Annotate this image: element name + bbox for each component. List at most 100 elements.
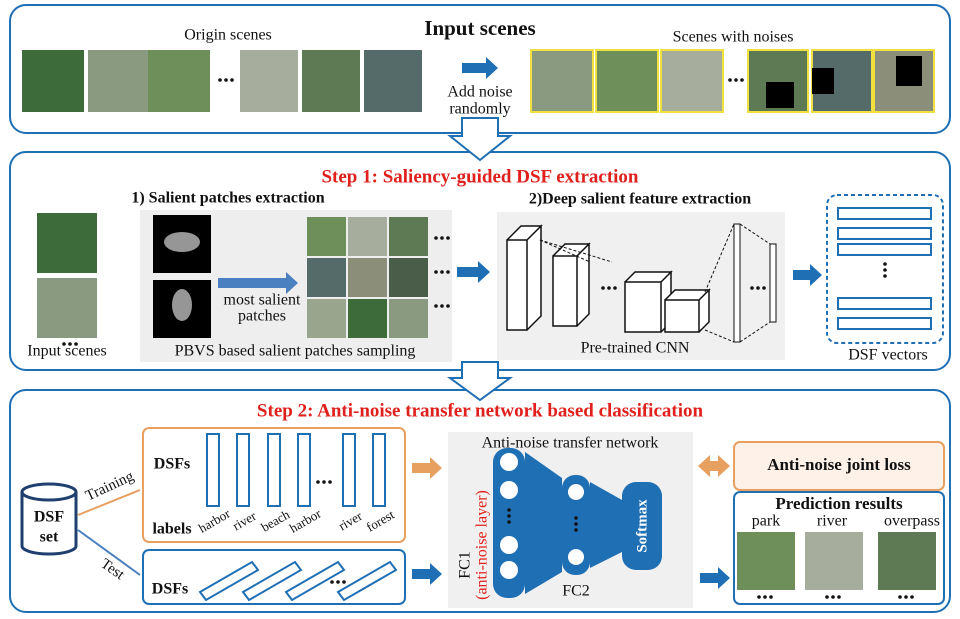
label: Anti-noise joint loss — [767, 455, 911, 474]
ellipsis-dot — [883, 262, 887, 266]
ellipsis-dot — [898, 595, 902, 599]
scene-image — [348, 299, 387, 338]
scene-image — [389, 217, 428, 256]
scene-image — [307, 217, 346, 256]
class-name: river — [817, 513, 848, 530]
connection-line — [704, 223, 735, 293]
label: PBVS based salient patches sampling — [175, 343, 416, 360]
dsf-vector — [372, 433, 386, 507]
arrow — [457, 261, 490, 283]
ellipsis-dot — [837, 595, 841, 599]
arrow — [700, 567, 730, 589]
scene-image — [530, 49, 594, 113]
label: Prediction results — [775, 494, 903, 513]
ellipsis-dot — [507, 514, 511, 518]
ellipsis-dot — [574, 528, 578, 532]
dsf-vector — [236, 433, 250, 507]
neuron — [500, 536, 518, 554]
test-line — [77, 529, 141, 576]
ellipsis-dot — [440, 270, 444, 274]
connection-line — [539, 239, 591, 263]
ellipsis-dot — [434, 304, 438, 308]
ellipsis-dot — [434, 236, 438, 240]
cnn-layer — [506, 224, 543, 331]
loss-box — [733, 441, 945, 491]
label: Input scenes — [27, 343, 107, 360]
scene-image — [595, 49, 659, 113]
connection — [590, 482, 622, 568]
label: Add noise — [447, 84, 512, 101]
connection-line — [704, 329, 735, 343]
label: DSF — [34, 509, 64, 526]
scene-image — [660, 49, 724, 113]
ellipsis-dot — [904, 595, 908, 599]
cnn-layer — [769, 243, 777, 323]
double-arrow — [698, 455, 730, 477]
dsf-vector — [267, 433, 281, 507]
neuron — [568, 549, 584, 565]
ellipsis-dot — [507, 508, 511, 512]
ellipsis-dot — [750, 286, 754, 290]
dsf-vector — [837, 317, 932, 330]
scene-image — [878, 532, 936, 590]
scene-image — [307, 299, 346, 338]
ellipsis-dot — [613, 286, 617, 290]
label: patches — [238, 308, 286, 325]
ellipsis-dot — [883, 274, 887, 278]
label: DSF vectors — [848, 347, 928, 364]
label: labels — [152, 521, 191, 538]
training-line — [77, 489, 141, 516]
scene-image — [389, 258, 428, 297]
label: Scenes with noises — [673, 29, 794, 46]
connection-line — [739, 321, 771, 343]
ellipsis-dot — [316, 480, 320, 484]
ellipsis-dot — [762, 286, 766, 290]
scene-image — [37, 213, 97, 273]
scene-image — [88, 50, 150, 112]
ellipsis-dot — [507, 520, 511, 524]
step-title: Step 1: Saliency-guided DSF extraction — [321, 166, 638, 187]
ellipsis-dot — [607, 286, 611, 290]
ellipsis-dot — [574, 516, 578, 520]
dsf-vector — [837, 207, 932, 220]
ellipsis-dot — [910, 595, 914, 599]
class-name: park — [752, 513, 780, 530]
arrow — [412, 457, 442, 479]
label: randomly — [449, 101, 510, 118]
ellipsis-dot — [224, 78, 228, 82]
down-arrow — [447, 117, 513, 162]
saliency-blob — [164, 232, 200, 252]
dsf-vector — [297, 433, 311, 507]
arrow — [462, 57, 498, 79]
neuron — [500, 481, 518, 499]
neuron — [500, 561, 518, 579]
ellipsis-dot — [446, 270, 450, 274]
cnn-layer — [552, 242, 591, 327]
ellipsis-dot — [74, 342, 78, 346]
softmax-layer — [622, 482, 662, 570]
scene-image — [22, 50, 84, 112]
ellipsis-dot — [440, 304, 444, 308]
label: Pre-trained CNN — [581, 340, 690, 357]
subtitle: 2)Deep salient feature extraction — [529, 191, 751, 208]
saliency-blob — [172, 289, 192, 321]
ellipsis-dot — [322, 480, 326, 484]
dsf-vector — [241, 560, 303, 602]
dsf-vector — [837, 243, 932, 256]
label: Anti-noise transfer network — [482, 435, 659, 452]
scene-image — [737, 532, 795, 590]
ellipsis-dot — [740, 78, 744, 82]
neuron — [568, 484, 584, 500]
label: DSFs — [154, 456, 190, 473]
ellipsis-dot — [218, 78, 222, 82]
dsf-vector — [336, 560, 398, 602]
ellipsis-dot — [574, 522, 578, 526]
ellipsis-dot — [825, 595, 829, 599]
scene-image — [348, 258, 387, 297]
dsf-vector — [284, 560, 346, 602]
ellipsis-dot — [440, 236, 444, 240]
connection-line — [739, 223, 771, 245]
scene-image — [389, 299, 428, 338]
cnn-layer — [733, 223, 741, 343]
